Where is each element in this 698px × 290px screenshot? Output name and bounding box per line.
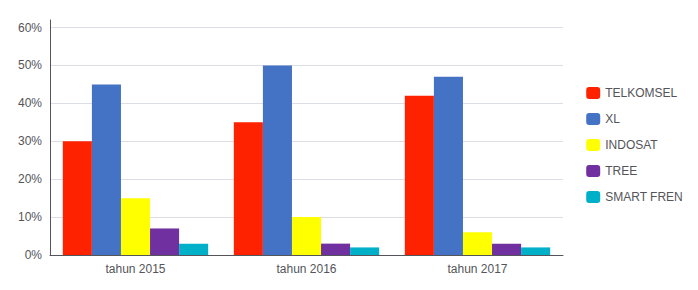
svg-text:tahun 2016: tahun 2016 <box>276 262 336 276</box>
svg-text:20%: 20% <box>18 172 42 186</box>
svg-text:30%: 30% <box>18 134 42 148</box>
svg-text:XL: XL <box>605 112 620 126</box>
svg-text:SMART FREN: SMART FREN <box>605 190 683 204</box>
svg-text:10%: 10% <box>18 210 42 224</box>
svg-text:50%: 50% <box>18 58 42 72</box>
svg-text:tahun 2015: tahun 2015 <box>105 262 165 276</box>
svg-text:tahun 2017: tahun 2017 <box>447 262 507 276</box>
svg-text:40%: 40% <box>18 96 42 110</box>
svg-text:0%: 0% <box>25 248 43 262</box>
svg-text:TELKOMSEL: TELKOMSEL <box>605 86 677 100</box>
svg-text:TREE: TREE <box>605 164 637 178</box>
svg-text:INDOSAT: INDOSAT <box>605 138 658 152</box>
svg-text:60%: 60% <box>18 21 42 35</box>
